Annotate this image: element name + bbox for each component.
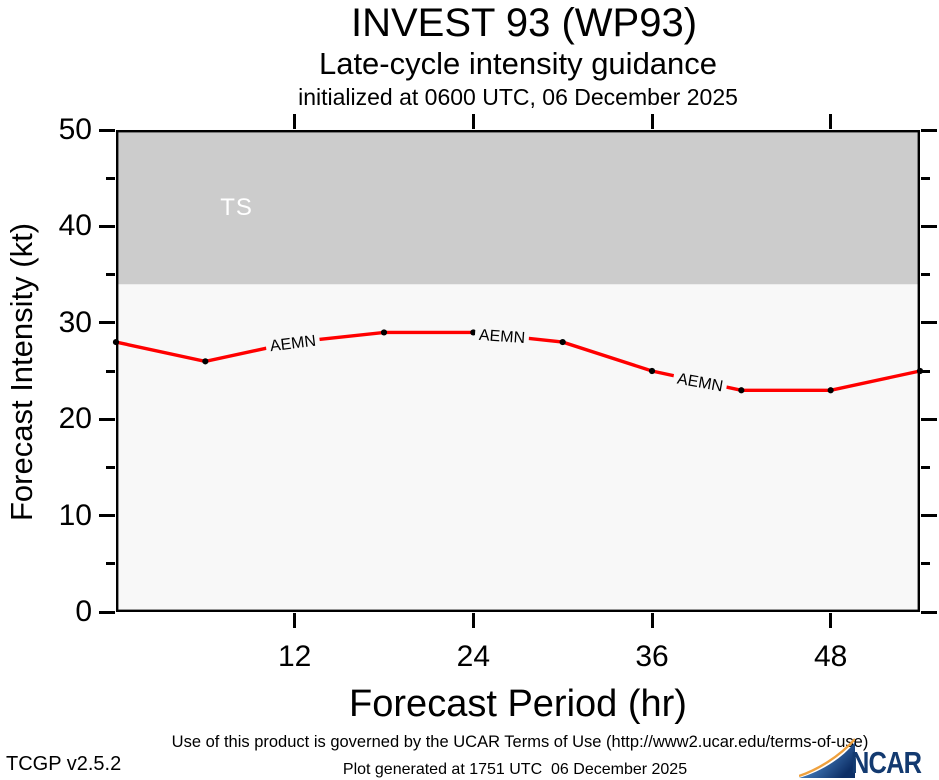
tick-label: 0 (75, 595, 92, 628)
data-point-marker (916, 367, 924, 375)
axis-tick (921, 224, 937, 228)
y-axis-title: Forecast Intensity (kt) (4, 222, 39, 522)
axis-tick (293, 613, 297, 628)
tick-label: 50 (58, 113, 92, 146)
axis-tick (99, 224, 115, 228)
axis-tick (921, 369, 930, 373)
axis-tick (106, 465, 115, 469)
ts-shaded-band (116, 130, 920, 285)
ncar-logo-text: NCAR (851, 745, 922, 780)
data-point-marker (202, 358, 209, 365)
axis-tick (921, 514, 937, 518)
axis-tick (471, 613, 475, 628)
axis-tick (99, 128, 115, 132)
chart-init-time: initialized at 0600 UTC, 06 December 202… (298, 84, 738, 110)
intensity-line-chart (112, 130, 924, 613)
version-text: TCGP v2.5.2 (6, 753, 122, 775)
axis-tick (921, 176, 930, 180)
terms-of-use-text: Use of this product is governed by the U… (171, 733, 869, 751)
ts-band-label: TS (220, 194, 253, 222)
axis-tick (650, 114, 654, 129)
axis-tick (921, 417, 937, 421)
x-axis-title: Forecast Period (hr) (349, 683, 687, 725)
axis-tick (921, 273, 930, 277)
ncar-logo: NCAR (799, 738, 937, 778)
tick-label: 30 (58, 305, 92, 339)
tick-label: 40 (58, 209, 92, 243)
tick-label: 36 (635, 640, 669, 673)
chart-subtitle: Late-cycle intensity guidance (318, 46, 718, 81)
axis-tick (99, 321, 115, 325)
tick-label: 20 (58, 402, 92, 436)
data-point-marker (827, 387, 834, 394)
ncar-swoosh-icon (799, 738, 856, 778)
chart-title: INVEST 93 (WP93) (350, 1, 698, 45)
tick-label: 12 (277, 640, 312, 673)
axis-tick (99, 514, 115, 518)
tick-label: 24 (456, 640, 491, 673)
tick-label: 48 (813, 640, 848, 673)
axis-tick (829, 114, 833, 129)
axis-tick (106, 273, 115, 277)
axis-tick (99, 417, 115, 421)
axis-tick (106, 369, 115, 373)
axis-tick (471, 114, 475, 129)
axis-tick (921, 128, 937, 132)
series-label-aemn: AEMN (473, 325, 530, 349)
data-point-marker (738, 387, 745, 394)
axis-tick (99, 610, 115, 614)
data-point-marker (112, 338, 120, 346)
axis-tick (921, 562, 930, 566)
axis-tick (106, 176, 115, 180)
axis-tick (921, 465, 930, 469)
plot-area: TS AEMN AEMN AEMN 0 10 20 30 40 50 12 24 36 48 (59, 113, 937, 673)
axis-tick (829, 613, 833, 628)
axis-tick (921, 610, 937, 614)
data-point-marker (648, 367, 656, 375)
data-point-marker (380, 329, 388, 336)
tick-label: 10 (58, 498, 92, 532)
axis-tick (106, 562, 115, 566)
data-point-marker (559, 338, 566, 346)
axis-tick (650, 613, 654, 628)
axis-tick (921, 321, 937, 325)
generated-timestamp-text: Plot generated at 1751 UTC 06 December 2… (342, 761, 688, 778)
axis-tick (293, 114, 297, 129)
